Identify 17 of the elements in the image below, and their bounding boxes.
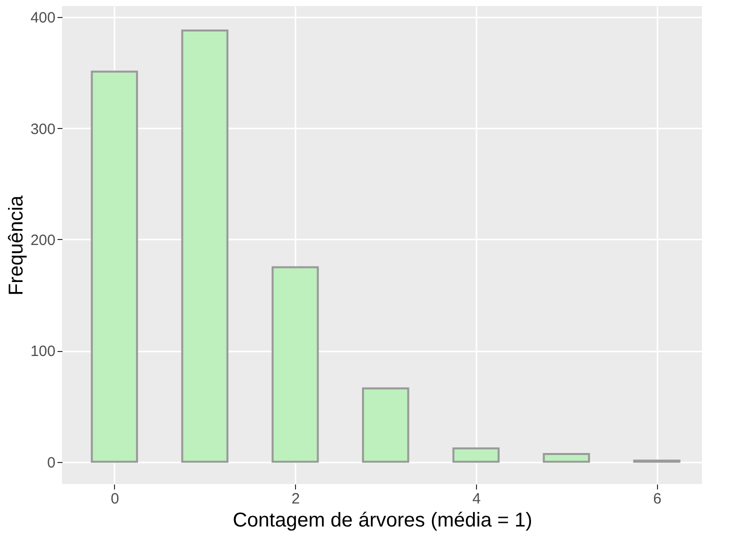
x-tick-label: 0 <box>110 490 120 508</box>
y-tick-label: 0 <box>47 454 56 472</box>
y-tick-label: 200 <box>30 232 56 249</box>
bar <box>542 452 590 463</box>
bar <box>452 447 500 463</box>
bar <box>362 387 410 463</box>
y-tick-label: 300 <box>30 120 56 138</box>
bar <box>90 70 138 463</box>
x-tick-label: 4 <box>472 490 481 508</box>
bar <box>181 29 228 463</box>
x-axis-title: Contagem de árvores (média = 1) <box>232 510 532 532</box>
x-tick-label: 6 <box>653 490 662 508</box>
y-tick-label: 400 <box>30 10 56 27</box>
x-tick-label: 2 <box>292 490 300 508</box>
bar <box>272 266 319 463</box>
y-axis-title: Frequência <box>5 194 28 296</box>
y-tick-label: 100 <box>30 343 56 360</box>
